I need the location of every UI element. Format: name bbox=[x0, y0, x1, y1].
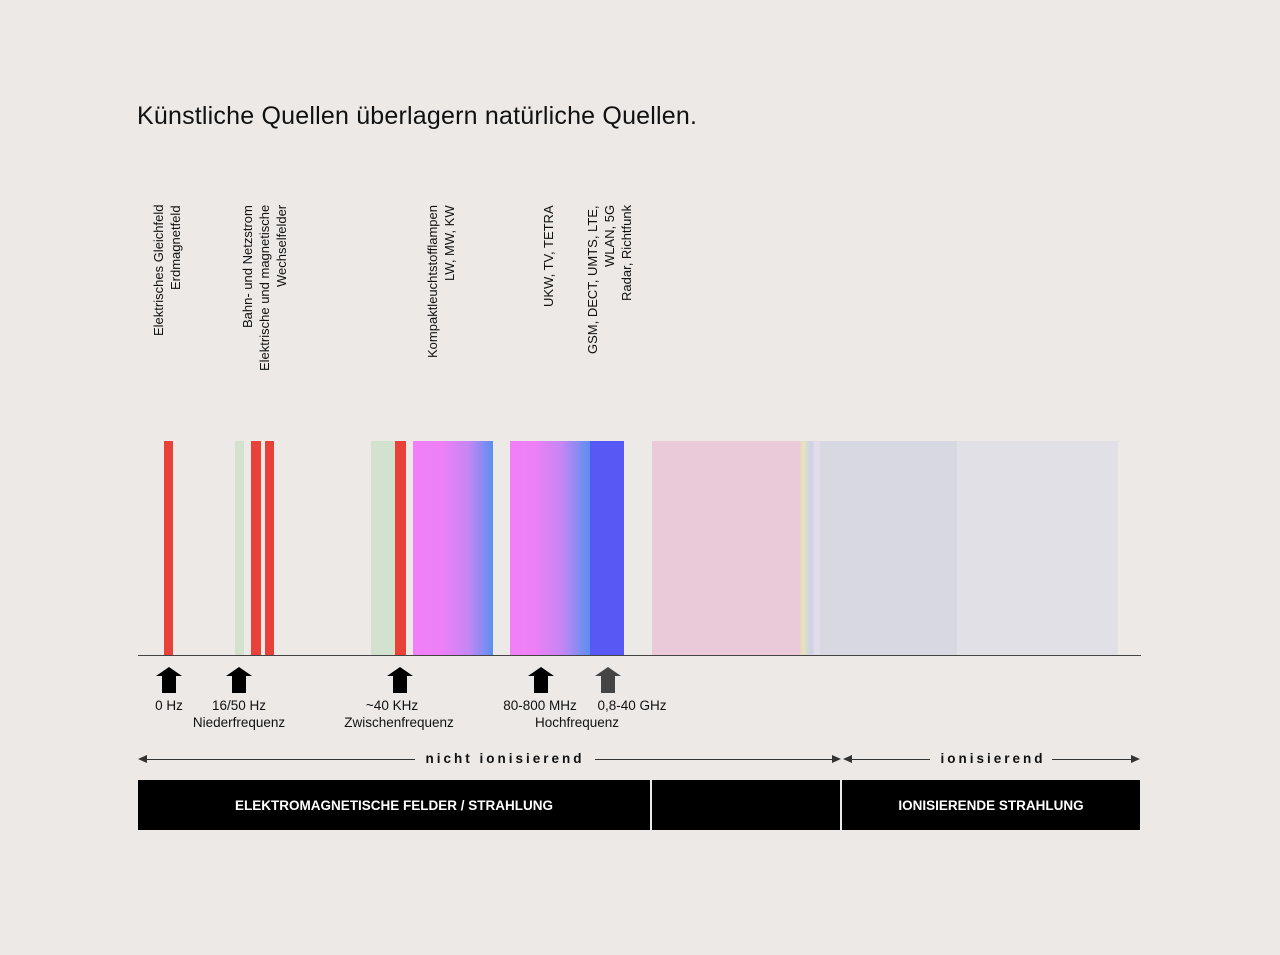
source-label-static-fields: Elektrisches Gleichfeld Erdmagnetfeld bbox=[150, 205, 184, 405]
bar-natural-low bbox=[235, 441, 244, 655]
spectrum-axis bbox=[138, 655, 1141, 656]
marker-label: 0 Hz bbox=[155, 698, 183, 713]
band-label: Zwischenfrequenz bbox=[344, 715, 454, 730]
label-line: Radar, Richtfunk bbox=[619, 205, 634, 302]
up-arrow-icon-gray bbox=[595, 667, 621, 693]
source-label-lamps-radio: Kompaktleuchtstofflampen LW, MW, KW bbox=[424, 205, 458, 405]
up-arrow-icon bbox=[226, 667, 252, 693]
label-line: LW, MW, KW bbox=[442, 205, 457, 281]
label-line: UKW, TV, TETRA bbox=[541, 205, 556, 307]
bar-microwave bbox=[590, 441, 624, 655]
label-line: Elektrische und magnetische bbox=[257, 205, 272, 372]
bar-uv bbox=[820, 441, 957, 655]
divider-line bbox=[1052, 759, 1132, 760]
bar-static-field bbox=[164, 441, 173, 655]
band-label: Hochfrequenz bbox=[534, 715, 620, 730]
category-em-fields: ELEKTROMAGNETISCHE FELDER / STRAHLUNG bbox=[138, 780, 650, 830]
bar-natural-mid bbox=[371, 441, 395, 655]
ionizing-label: ionisierend bbox=[940, 751, 1046, 766]
marker-label: 80-800 MHz bbox=[503, 698, 577, 713]
marker-label: 0,8-40 GHz bbox=[597, 698, 667, 713]
arrow-left-icon bbox=[138, 755, 147, 763]
up-arrow-icon bbox=[387, 667, 413, 693]
bar-50hz bbox=[265, 441, 274, 655]
divider-line bbox=[595, 759, 833, 760]
label-line: Wechselfelder bbox=[274, 205, 289, 288]
bar-uv-edge bbox=[814, 441, 820, 655]
divider-line bbox=[850, 759, 930, 760]
page-title: Künstliche Quellen überlagern natürliche… bbox=[137, 102, 698, 130]
label-line: WLAN, 5G bbox=[602, 205, 617, 268]
bar-16hz bbox=[251, 441, 261, 655]
category-ionizing: IONISIERENDE STRAHLUNG bbox=[842, 780, 1140, 830]
arrow-right-icon bbox=[832, 755, 841, 763]
label-line: Erdmagnetfeld bbox=[168, 205, 183, 290]
label-line: Elektrisches Gleichfeld bbox=[151, 205, 166, 337]
bar-infrared bbox=[652, 441, 800, 655]
source-label-mobile: GSM, DECT, UMTS, LTE, WLAN, 5G Radar, Ri… bbox=[584, 205, 635, 405]
divider-line bbox=[145, 759, 415, 760]
marker-label: 16/50 Hz bbox=[211, 698, 267, 713]
marker-label: ~40 KHz bbox=[365, 698, 419, 713]
bar-40khz bbox=[395, 441, 406, 655]
up-arrow-icon bbox=[156, 667, 182, 693]
non-ionizing-label: nicht ionisierend bbox=[425, 751, 585, 766]
bar-visible-light bbox=[800, 441, 814, 655]
arrow-right-icon bbox=[1131, 755, 1140, 763]
bar-lw-mw-kw bbox=[413, 441, 493, 655]
arrow-left-icon bbox=[843, 755, 852, 763]
label-line: Bahn- und Netzstrom bbox=[240, 205, 255, 328]
up-arrow-icon bbox=[528, 667, 554, 693]
bar-xray bbox=[957, 441, 1118, 655]
source-label-mains: Bahn- und Netzstrom Elektrische und magn… bbox=[239, 205, 290, 405]
band-label: Niederfrequenz bbox=[192, 715, 286, 730]
bar-ukw-tv bbox=[510, 441, 590, 655]
label-line: Kompaktleuchtstofflampen bbox=[425, 205, 440, 358]
category-middle bbox=[652, 780, 840, 830]
source-label-ukw-tv: UKW, TV, TETRA bbox=[540, 205, 557, 405]
label-line: GSM, DECT, UMTS, LTE, bbox=[585, 205, 600, 354]
